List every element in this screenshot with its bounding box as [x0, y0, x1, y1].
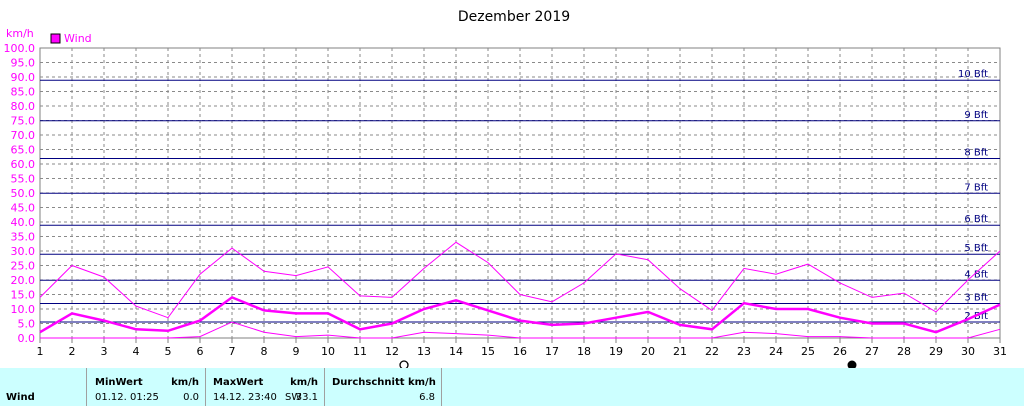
x-tick-label: 23	[737, 345, 751, 358]
x-tick-label: 15	[481, 345, 495, 358]
max-time: 14.12. 23:40	[213, 392, 277, 403]
y-ticks: 0.05.0 10.015.0 20.025.0 30.035.0 40.045.0 50…	[4, 42, 36, 345]
series-line-mean	[39, 295, 1001, 334]
x-tick-label: 31	[993, 345, 1007, 358]
min-header: MinWert	[95, 377, 143, 388]
x-tick-label: 12	[385, 345, 399, 358]
y-tick-label: 55.0	[11, 173, 36, 186]
y-tick-label: 95.0	[11, 57, 36, 70]
min-cell: MinWert km/h 01.12. 01:25 0.0	[86, 368, 205, 406]
y-tick-label: 20.0	[11, 274, 36, 287]
x-tick-label: 25	[801, 345, 815, 358]
y-tick-label: 0.0	[18, 332, 36, 345]
beaufort-label: 10 Bft	[958, 69, 988, 80]
x-ticks: 1 2 3 4 5 6 7 8 9 10 11 12 13 14 15 16 17 18 19 20 21 22 23 24 2…	[37, 338, 1007, 358]
stats-bar: Wind MinWert km/h 01.12. 01:25 0.0 MaxWe…	[0, 368, 1024, 406]
new-moon-icon	[847, 360, 857, 368]
legend-label: Wind	[64, 32, 92, 45]
beaufort-label: 8 Bft	[964, 147, 988, 158]
x-tick-label: 11	[353, 345, 367, 358]
y-tick-label: 90.0	[11, 71, 36, 84]
full-moon-icon	[399, 360, 409, 368]
x-tick-label: 6	[197, 345, 204, 358]
beaufort-label: 9 Bft	[964, 110, 988, 121]
beaufort-label: 4 Bft	[964, 269, 988, 280]
y-tick-label: 25.0	[11, 260, 36, 273]
x-tick-label: 1	[37, 345, 44, 358]
max-unit: km/h	[290, 377, 318, 388]
x-tick-label: 18	[577, 345, 591, 358]
x-tick-label: 16	[513, 345, 527, 358]
x-tick-label: 3	[101, 345, 108, 358]
y-tick-label: 50.0	[11, 187, 36, 200]
max-header: MaxWert	[213, 377, 264, 388]
x-tick-label: 8	[261, 345, 268, 358]
x-tick-label: 29	[929, 345, 943, 358]
y-tick-label: 100.0	[4, 42, 36, 55]
beaufort-label: 3 Bft	[964, 292, 988, 303]
x-tick-label: 4	[133, 345, 140, 358]
x-tick-label: 21	[673, 345, 687, 358]
series-line-max	[39, 241, 1001, 319]
avg-value: 6.8	[419, 392, 435, 403]
chart-title: Dezember 2019	[458, 9, 570, 25]
y-tick-label: 80.0	[11, 100, 36, 113]
x-tick-label: 19	[609, 345, 623, 358]
x-tick-label: 22	[705, 345, 719, 358]
x-tick-label: 17	[545, 345, 559, 358]
stats-series-label: Wind	[6, 392, 35, 403]
moon-markers	[399, 360, 857, 368]
y-tick-label: 40.0	[11, 216, 36, 229]
y-tick-label: 85.0	[11, 86, 36, 99]
y-tick-label: 70.0	[11, 129, 36, 142]
beaufort-label: 5 Bft	[964, 243, 988, 254]
beaufort-label: 6 Bft	[964, 214, 988, 225]
y-tick-label: 60.0	[11, 158, 36, 171]
y-tick-label: 5.0	[18, 318, 36, 331]
x-tick-label: 20	[641, 345, 655, 358]
x-tick-label: 10	[321, 345, 335, 358]
y-tick-label: 10.0	[11, 303, 36, 316]
min-time: 01.12. 01:25	[95, 392, 159, 403]
x-tick-label: 9	[293, 345, 300, 358]
avg-cell: Durchschnitt km/h 6.8	[324, 368, 442, 406]
beaufort-label: 7 Bft	[964, 182, 988, 193]
x-tick-label: 26	[833, 345, 847, 358]
y-tick-label: 15.0	[11, 289, 36, 302]
y-tick-label: 30.0	[11, 245, 36, 258]
min-value: 0.0	[183, 392, 199, 403]
x-tick-label: 30	[961, 345, 975, 358]
y-tick-label: 35.0	[11, 231, 36, 244]
avg-header: Durchschnitt km/h	[332, 377, 436, 388]
x-tick-label: 24	[769, 345, 783, 358]
y-tick-label: 75.0	[11, 115, 36, 128]
x-tick-label: 13	[417, 345, 431, 358]
x-tick-label: 7	[229, 345, 236, 358]
max-direction: SW	[285, 392, 302, 403]
x-tick-label: 2	[69, 345, 76, 358]
x-tick-label: 5	[165, 345, 172, 358]
legend-swatch	[50, 33, 61, 44]
x-tick-label: 28	[897, 345, 911, 358]
y-tick-label: 65.0	[11, 144, 36, 157]
max-cell: MaxWert km/h 14.12. 23:40 SW 33.1	[205, 368, 324, 406]
y-tick-label: 45.0	[11, 202, 36, 215]
min-unit: km/h	[171, 377, 199, 388]
x-tick-label: 27	[865, 345, 879, 358]
y-axis-unit: km/h	[6, 27, 34, 40]
x-tick-label: 14	[449, 345, 463, 358]
max-value: 33.1	[295, 392, 318, 403]
series-lines	[39, 241, 1001, 339]
series-line-min	[40, 321, 1001, 339]
